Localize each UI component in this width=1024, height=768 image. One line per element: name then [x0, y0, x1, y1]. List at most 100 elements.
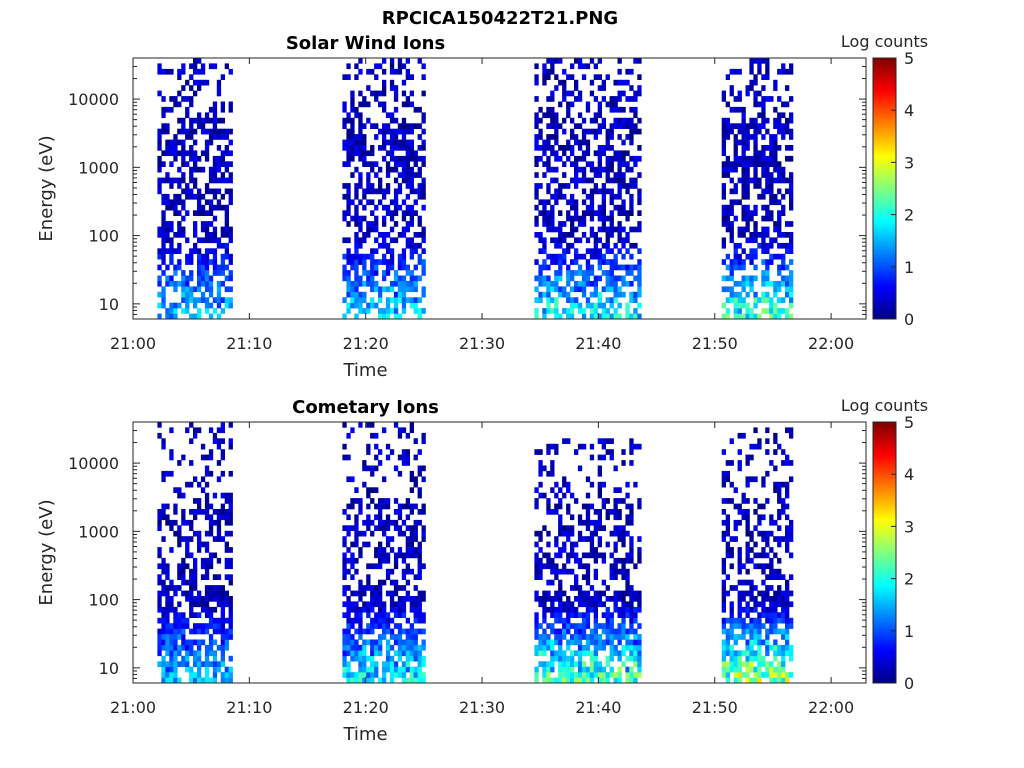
heatmap-cell: [409, 123, 414, 129]
heatmap-cell: [765, 563, 770, 570]
heatmap-cell: [157, 596, 162, 602]
heatmap-cell: [601, 253, 606, 260]
heatmap-cell: [173, 134, 178, 140]
heatmap-cell: [385, 150, 391, 157]
heatmap-cell: [761, 112, 766, 119]
heatmap-cell: [625, 308, 630, 314]
heatmap-cell: [220, 101, 225, 108]
colorbar-segment: [873, 539, 896, 543]
heatmap-cell: [733, 487, 738, 493]
heatmap-cell: [350, 427, 355, 434]
heatmap-cell: [397, 291, 403, 298]
heatmap-cell: [637, 74, 642, 80]
heatmap-cell: [224, 563, 229, 570]
heatmap-cell: [385, 313, 391, 320]
heatmap-cell: [417, 601, 422, 608]
heatmap-cell: [777, 574, 782, 580]
heatmap-cell: [538, 650, 543, 657]
heatmap-cell: [204, 644, 210, 651]
heatmap-cell: [550, 90, 555, 97]
heatmap-cell: [546, 221, 551, 227]
heatmap-cell: [342, 666, 347, 673]
heatmap-cell: [617, 106, 622, 113]
heatmap-cell: [577, 519, 583, 526]
heatmap-cell: [789, 68, 794, 75]
heatmap-cell: [362, 101, 367, 108]
heatmap-cell: [216, 270, 222, 276]
heatmap-cell: [189, 188, 194, 195]
heatmap-cell: [741, 432, 746, 439]
heatmap-cell: [546, 183, 551, 189]
colorbar-segment: [873, 480, 896, 484]
heatmap-cell: [625, 639, 630, 646]
heatmap-cell: [585, 525, 591, 531]
heatmap-cell: [197, 677, 202, 684]
heatmap-cell: [757, 232, 762, 238]
heatmap-cell: [393, 106, 399, 113]
heatmap-cell: [374, 134, 379, 140]
heatmap-cell: [374, 204, 379, 211]
heatmap-cell: [757, 101, 762, 108]
heatmap-cell: [741, 183, 746, 189]
heatmap-cell: [633, 112, 638, 119]
heatmap-cell: [224, 215, 229, 222]
heatmap-cell: [354, 568, 359, 575]
heatmap-cell: [546, 199, 551, 206]
heatmap-cell: [741, 498, 746, 504]
heatmap-cell: [358, 677, 363, 684]
heatmap-cell: [228, 443, 233, 450]
heatmap-cell: [393, 552, 399, 559]
heatmap-cell: [737, 563, 742, 570]
heatmap-cell: [737, 291, 742, 298]
heatmap-cell: [397, 253, 403, 260]
heatmap-cell: [789, 476, 794, 483]
heatmap-cell: [165, 106, 170, 113]
heatmap-cell: [417, 557, 422, 564]
heatmap-cell: [224, 63, 229, 70]
heatmap-cell: [204, 112, 210, 119]
heatmap-cell: [765, 264, 770, 271]
heatmap-cell: [212, 63, 218, 70]
heatmap-cell: [789, 574, 794, 580]
heatmap-cell: [550, 563, 555, 570]
heatmap-cell: [562, 677, 567, 684]
colorbar-segment: [873, 84, 896, 87]
heatmap-cell: [613, 297, 618, 303]
heatmap-cell: [358, 498, 363, 504]
heatmap-cell: [585, 596, 591, 602]
heatmap-cell: [617, 606, 622, 613]
heatmap-cell: [633, 639, 638, 646]
heatmap-cell: [228, 237, 233, 244]
heatmap-cell: [389, 286, 395, 293]
heatmap-cell: [204, 297, 210, 303]
heatmap-cell: [197, 509, 202, 515]
heatmap-cell: [224, 677, 229, 684]
heatmap-cell: [733, 302, 738, 309]
heatmap-cell: [208, 188, 214, 195]
colorbar-segment: [873, 628, 896, 632]
heatmap-cell: [200, 259, 206, 265]
heatmap-cell: [574, 155, 579, 162]
heatmap-cell: [593, 253, 598, 260]
heatmap-cell: [745, 666, 750, 673]
heatmap-cell: [397, 259, 403, 265]
heatmap-cell: [753, 166, 758, 173]
heatmap-cell: [761, 601, 766, 608]
heatmap-cell: [417, 617, 422, 624]
heatmap-cell: [613, 514, 618, 521]
heatmap-cell: [601, 454, 606, 461]
heatmap-cell: [574, 280, 579, 287]
heatmap-cell: [169, 628, 174, 635]
colorbar-segment: [873, 543, 896, 547]
heatmap-cell: [393, 221, 399, 227]
heatmap-cell: [228, 530, 233, 537]
heatmap-cell: [761, 280, 766, 287]
heatmap-cell: [382, 628, 387, 635]
heatmap-cell: [629, 139, 634, 146]
heatmap-cell: [370, 161, 375, 167]
heatmap-cell: [585, 503, 591, 510]
heatmap-cell: [354, 487, 359, 493]
heatmap-cell: [169, 161, 174, 167]
heatmap-cell: [405, 286, 410, 293]
heatmap-cell: [761, 297, 766, 303]
